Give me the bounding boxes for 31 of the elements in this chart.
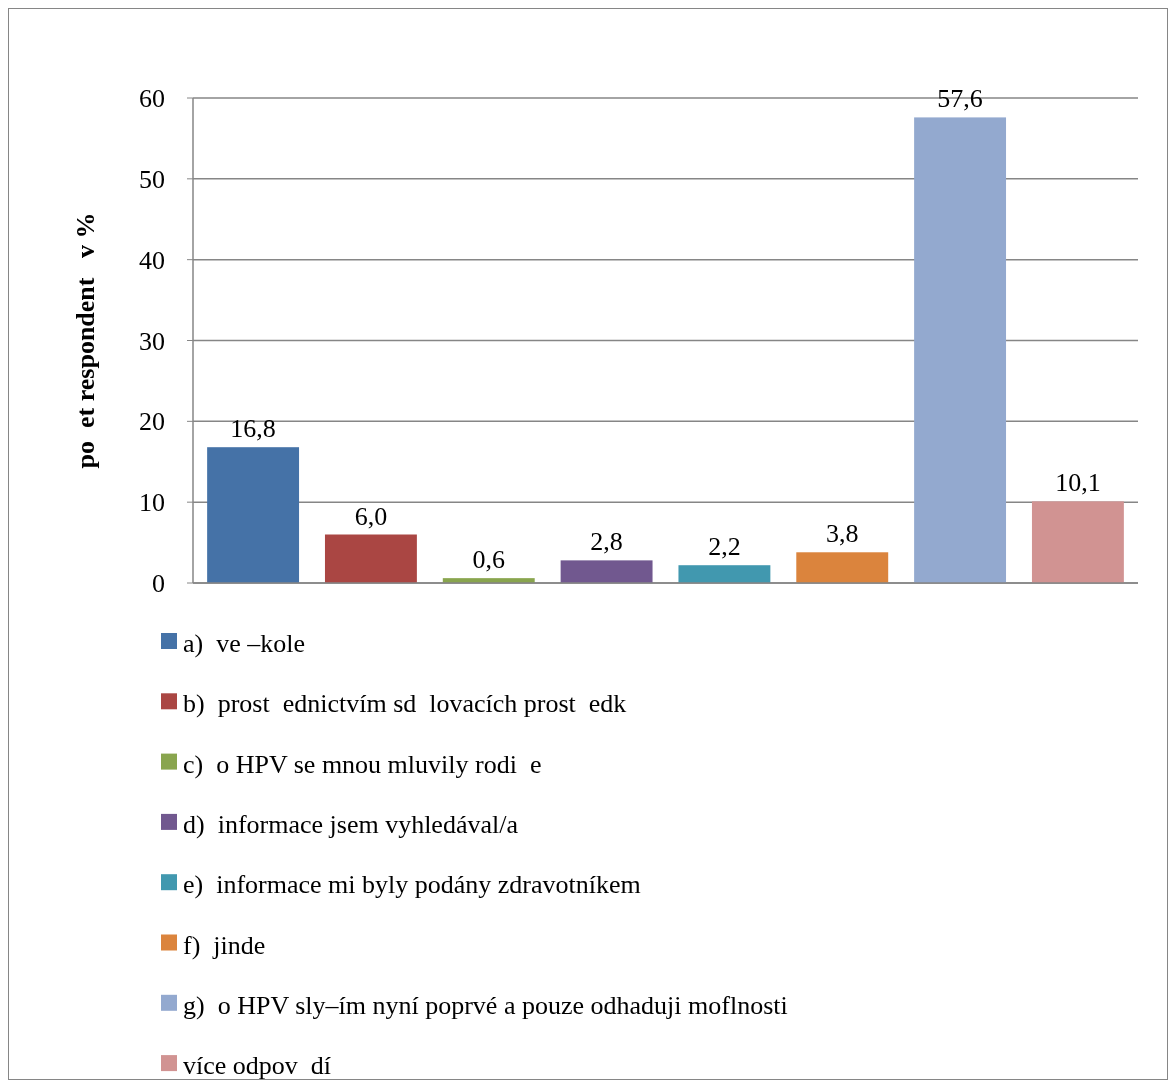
legend-label: b) prost ednictvím sd lovacích prost edk	[183, 689, 627, 719]
legend-label: g) o HPV sly–ím nyní poprvé a pouze odhaduji moflnosti	[183, 990, 788, 1020]
data-label: 10,1	[1055, 468, 1101, 498]
data-label: 57,6	[937, 84, 983, 114]
data-label: 16,8	[230, 414, 276, 444]
bar	[678, 565, 771, 583]
legend-label: více odpov dí	[183, 1051, 332, 1080]
data-label: 6,0	[354, 501, 388, 531]
y-tick-label: 50	[139, 164, 165, 194]
bar	[914, 117, 1007, 583]
y-tick-label: 40	[139, 245, 165, 275]
bar	[207, 447, 300, 583]
bar	[796, 552, 889, 583]
y-tick-label: 30	[139, 326, 165, 356]
y-tick-label: 0	[152, 569, 165, 599]
legend-label: e) informace mi byly podány zdravotníkem	[183, 870, 641, 900]
data-label: 2,2	[708, 532, 741, 562]
bar	[560, 560, 653, 583]
data-label: 0,6	[472, 545, 505, 575]
bar	[324, 534, 417, 583]
legend-label: d) informace jsem vyhledával/a	[183, 809, 519, 839]
legend-label: c) o HPV se mnou mluvily rodi e	[183, 749, 542, 779]
y-tick-label: 60	[139, 84, 165, 114]
legend-label: a) ve –kole	[183, 629, 306, 658]
y-axis-title: po et respondent v %	[71, 212, 100, 469]
legend-label: f) jinde	[183, 930, 266, 960]
data-label: 2,8	[590, 527, 623, 557]
y-tick-label: 10	[139, 488, 165, 518]
data-label: 3,8	[826, 519, 859, 549]
y-tick-label: 20	[139, 407, 165, 437]
bar	[1031, 501, 1124, 583]
